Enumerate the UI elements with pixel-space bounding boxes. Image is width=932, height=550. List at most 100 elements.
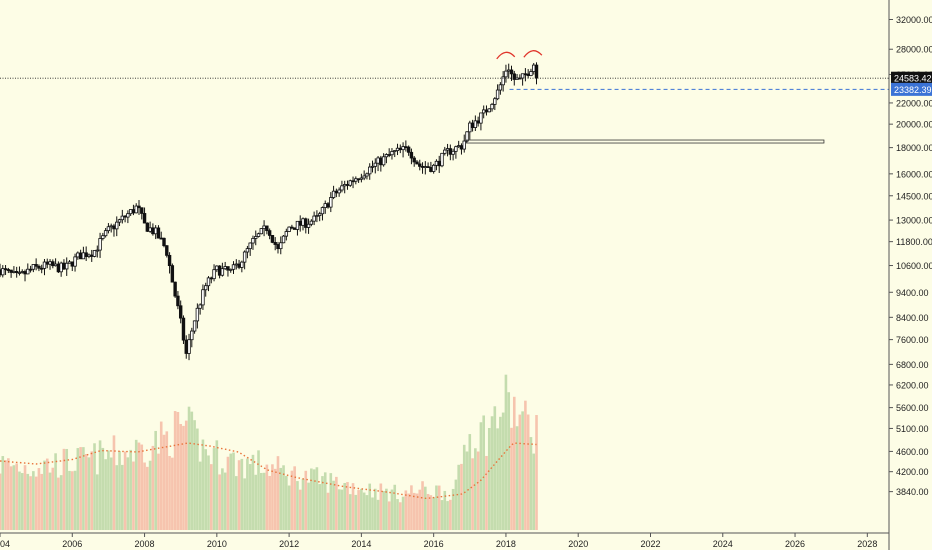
candle-body <box>518 77 522 80</box>
candle-body <box>395 147 400 151</box>
price-tick-label: 3840.00 <box>896 487 929 497</box>
volume-bar <box>265 464 269 530</box>
price-tick-label: 20000.00 <box>896 120 932 130</box>
candle-body <box>317 213 322 216</box>
candle-body <box>240 261 244 268</box>
volume-bar <box>476 451 480 530</box>
candle-body <box>423 166 428 168</box>
candle-body <box>329 197 333 208</box>
candle-body <box>209 277 213 280</box>
candle-body <box>254 236 258 239</box>
volume-bar <box>51 467 55 530</box>
candle-body <box>306 223 311 228</box>
volume-bar <box>173 411 177 530</box>
volume-bar <box>187 406 191 530</box>
volume-bar <box>165 431 169 530</box>
volume-bar <box>376 499 380 530</box>
candle-body <box>520 73 525 79</box>
volume-bar <box>65 448 69 530</box>
candle-body <box>245 248 250 253</box>
candle-body <box>65 262 69 270</box>
candle-body <box>128 209 133 215</box>
candle-body <box>331 190 336 198</box>
price-tick-label: 18000.00 <box>896 143 932 153</box>
candle-body <box>393 150 397 152</box>
candle-body <box>87 254 91 257</box>
price-tick-label: 16000.00 <box>896 169 932 179</box>
volume-bar <box>399 502 402 530</box>
time-axis[interactable]: 04 2006 2008 2010 2012 2014 2016 2018 2020 2022 20… <box>0 532 889 549</box>
volume-bar <box>193 420 196 530</box>
volume-bar <box>70 471 74 530</box>
volume-bar <box>426 493 430 530</box>
volume-bar <box>190 411 194 530</box>
candle-body <box>198 304 202 309</box>
volume-bar <box>365 495 369 530</box>
volume-bar <box>45 458 49 530</box>
candle-body <box>415 161 419 165</box>
candle-body <box>529 71 533 76</box>
volume-bar <box>123 451 127 530</box>
candle-body <box>315 215 319 217</box>
volume-bar <box>487 428 491 530</box>
candle-body <box>298 220 302 226</box>
volume-bar <box>304 470 308 530</box>
candle-body <box>437 160 441 167</box>
volume-bar <box>29 476 32 530</box>
candle-body <box>187 339 191 354</box>
volume-bar <box>482 415 485 530</box>
volume-bar <box>337 489 341 530</box>
volume-bar <box>184 420 188 530</box>
candle-body <box>212 269 216 280</box>
price-tick-label: 32000.00 <box>896 15 932 25</box>
volume-bar <box>415 493 419 530</box>
candle-body <box>167 254 172 267</box>
candle-body <box>234 263 238 266</box>
volume-bar <box>82 447 85 530</box>
volume-bar <box>54 453 57 530</box>
time-tick-label: 04 <box>0 539 10 549</box>
candle-body <box>140 207 144 214</box>
price-label-text: 23382.39 <box>894 85 932 95</box>
volume-bar <box>290 470 294 530</box>
candle-body <box>131 209 136 214</box>
volume-bar <box>287 485 291 530</box>
candle-body <box>156 227 161 239</box>
candle-body <box>512 73 516 80</box>
volume-bar <box>107 450 110 530</box>
volume-bar <box>524 400 527 530</box>
volume-bar <box>449 499 452 530</box>
candle-body <box>359 177 364 180</box>
candle-body <box>176 295 180 307</box>
volume-bar <box>59 475 63 530</box>
candle-body <box>532 64 536 72</box>
candle-body <box>112 225 116 230</box>
candle-body <box>434 160 439 166</box>
candle-body <box>309 220 314 225</box>
candle-body <box>276 244 280 250</box>
candle-body <box>76 252 80 258</box>
volume-bar <box>354 494 358 530</box>
price-axis[interactable]: 32000.0028000.0025000.0022000.0020000.00… <box>888 0 932 550</box>
volume-bar <box>282 465 285 530</box>
volume-bar <box>462 444 466 530</box>
price-tick-label: 14500.00 <box>896 191 932 201</box>
candle-body <box>120 215 125 221</box>
candle-body <box>390 151 394 156</box>
time-tick-label: 2018 <box>496 539 516 549</box>
candle-body <box>265 225 269 232</box>
candle-body <box>103 230 108 237</box>
volume-bar <box>387 501 391 530</box>
price-tick-label: 13000.00 <box>896 216 932 226</box>
candle-body <box>267 230 272 236</box>
candle-body <box>53 263 58 267</box>
volume-bar <box>412 492 416 530</box>
candle-body <box>445 148 450 151</box>
volume-bar <box>146 466 149 530</box>
volume-bar <box>454 479 458 530</box>
resistance-band <box>465 139 825 144</box>
price-tick-label: 4200.00 <box>896 467 929 477</box>
volume-bar <box>20 473 24 530</box>
volume-bar <box>268 475 271 530</box>
candle-body <box>292 227 297 230</box>
